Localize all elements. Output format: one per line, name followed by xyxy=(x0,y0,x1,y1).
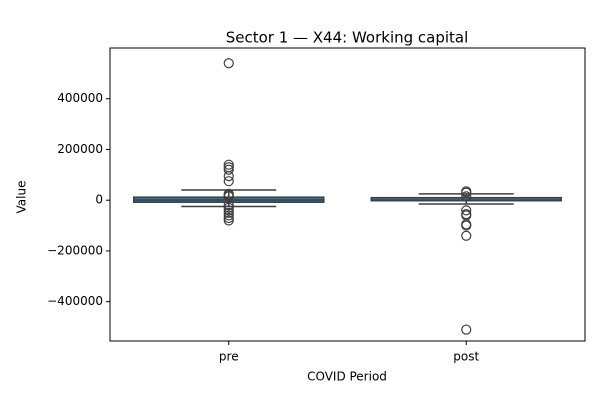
x-axis-label: COVID Period xyxy=(307,370,387,384)
chart-title: Sector 1 — X44: Working capital xyxy=(226,29,469,47)
x-tick-label: post xyxy=(453,350,479,364)
outlier xyxy=(461,230,472,241)
outlier xyxy=(223,164,234,175)
plot-frame xyxy=(109,47,586,342)
outlier xyxy=(461,324,472,335)
y-tick-label: −200000 xyxy=(47,243,103,257)
outlier xyxy=(461,220,472,231)
y-tick-label: −400000 xyxy=(47,294,103,308)
outlier xyxy=(461,187,472,198)
x-tick-label: pre xyxy=(219,350,239,364)
outlier xyxy=(223,215,234,226)
y-tick-label: 400000 xyxy=(57,91,103,105)
outlier xyxy=(223,159,234,170)
outlier xyxy=(223,58,234,69)
outlier xyxy=(223,210,234,221)
outlier xyxy=(223,176,234,187)
outlier xyxy=(223,212,234,224)
outlier xyxy=(461,191,472,202)
outlier xyxy=(223,202,234,213)
outlier xyxy=(223,205,234,216)
y-tick-label: 0 xyxy=(95,193,103,207)
outlier xyxy=(223,171,234,182)
outlier xyxy=(223,200,234,211)
outlier xyxy=(223,207,234,218)
y-tick-label: 200000 xyxy=(57,142,103,156)
outlier xyxy=(461,205,472,216)
y-axis-label: Value xyxy=(15,181,29,214)
